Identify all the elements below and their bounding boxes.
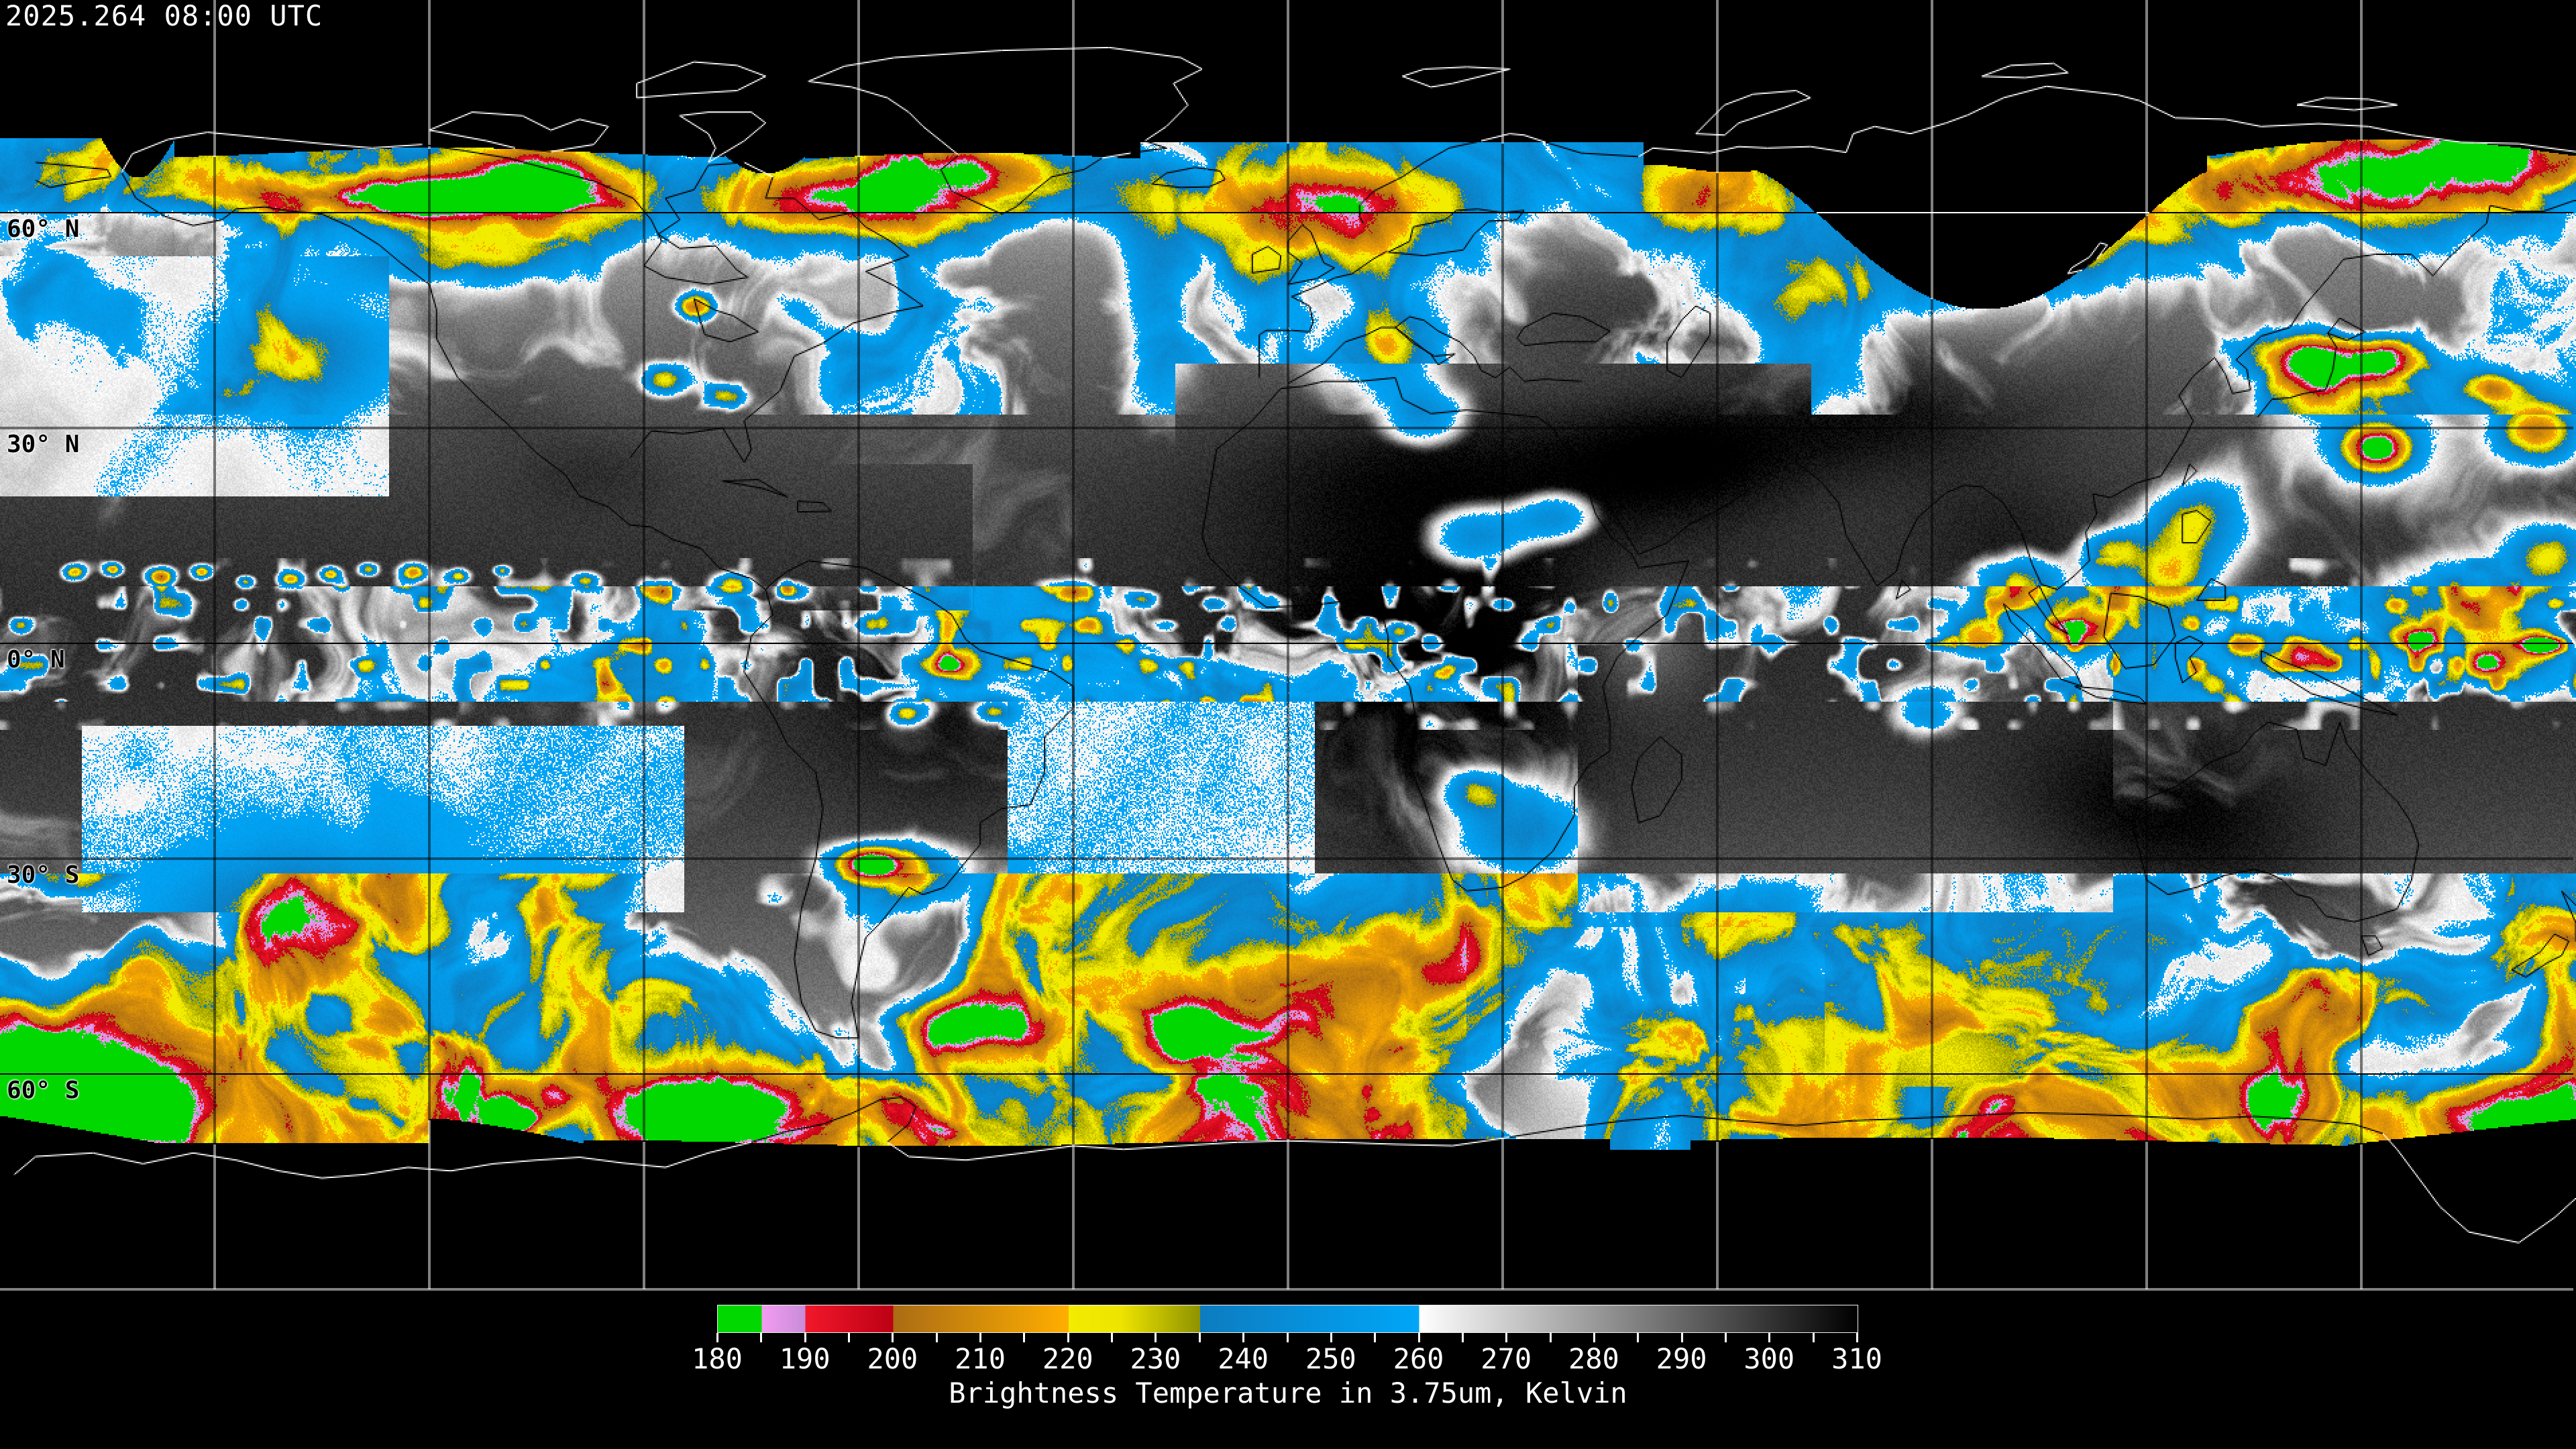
colorbar-tick xyxy=(1724,1333,1727,1342)
colorbar-tick xyxy=(716,1333,718,1342)
colorbar-tick xyxy=(1549,1333,1552,1342)
colorbar-tick xyxy=(1417,1333,1420,1342)
colorbar-tick xyxy=(1198,1333,1201,1342)
colorbar-tick-label: 180 xyxy=(692,1342,743,1375)
colorbar-tick xyxy=(1593,1333,1595,1342)
colorbar-tick xyxy=(979,1333,982,1342)
latitude-label: 0° N xyxy=(7,646,65,674)
colorbar-tick xyxy=(1856,1333,1858,1342)
colorbar-tick xyxy=(892,1333,894,1342)
colorbar-tick xyxy=(1067,1333,1069,1342)
colorbar-tick xyxy=(804,1333,806,1342)
colorbar-tick-label: 300 xyxy=(1743,1342,1795,1375)
colorbar-tick xyxy=(1505,1333,1508,1342)
colorbar-tick-label: 190 xyxy=(779,1342,830,1375)
colorbar-tick-label: 240 xyxy=(1218,1342,1269,1375)
colorbar-tick-label: 200 xyxy=(867,1342,918,1375)
colorbar-tick-label: 250 xyxy=(1305,1342,1356,1375)
colorbar-tick-label: 210 xyxy=(955,1342,1006,1375)
colorbar-tick xyxy=(1242,1333,1245,1342)
latitude-label: 30° N xyxy=(7,431,80,458)
colorbar-tick xyxy=(760,1333,763,1342)
colorbar-tick-label: 280 xyxy=(1568,1342,1619,1375)
colorbar-tick-label: 270 xyxy=(1481,1342,1532,1375)
colorbar-tick xyxy=(1680,1333,1683,1342)
colorbar-tick xyxy=(935,1333,938,1342)
colorbar-gradient xyxy=(717,1305,1858,1333)
colorbar-tick xyxy=(848,1333,851,1342)
colorbar-tick-label: 230 xyxy=(1130,1342,1181,1375)
colorbar-tick-label: 220 xyxy=(1042,1342,1093,1375)
latitude-label: 60° S xyxy=(7,1077,80,1104)
colorbar-tick xyxy=(1768,1333,1771,1342)
colorbar-tick xyxy=(1461,1333,1464,1342)
colorbar-tick xyxy=(1155,1333,1157,1342)
timestamp-label: 2025.264 08:00 UTC xyxy=(5,0,323,32)
latitude-label: 60° N xyxy=(7,215,80,243)
colorbar-tick-label: 310 xyxy=(1831,1342,1882,1375)
latitude-label: 30° S xyxy=(7,861,80,889)
colorbar-tick xyxy=(1637,1333,1640,1342)
colorbar-tick-label: 290 xyxy=(1656,1342,1707,1375)
colorbar-title: Brightness Temperature in 3.75um, Kelvin xyxy=(949,1377,1627,1409)
colorbar-tick xyxy=(1812,1333,1815,1342)
colorbar-tick xyxy=(1374,1333,1377,1342)
colorbar-tick xyxy=(1023,1333,1026,1342)
colorbar-tick xyxy=(1111,1333,1114,1342)
colorbar-tick xyxy=(1286,1333,1289,1342)
colorbar-tick-label: 260 xyxy=(1393,1342,1444,1375)
colorbar-tick xyxy=(1330,1333,1332,1342)
